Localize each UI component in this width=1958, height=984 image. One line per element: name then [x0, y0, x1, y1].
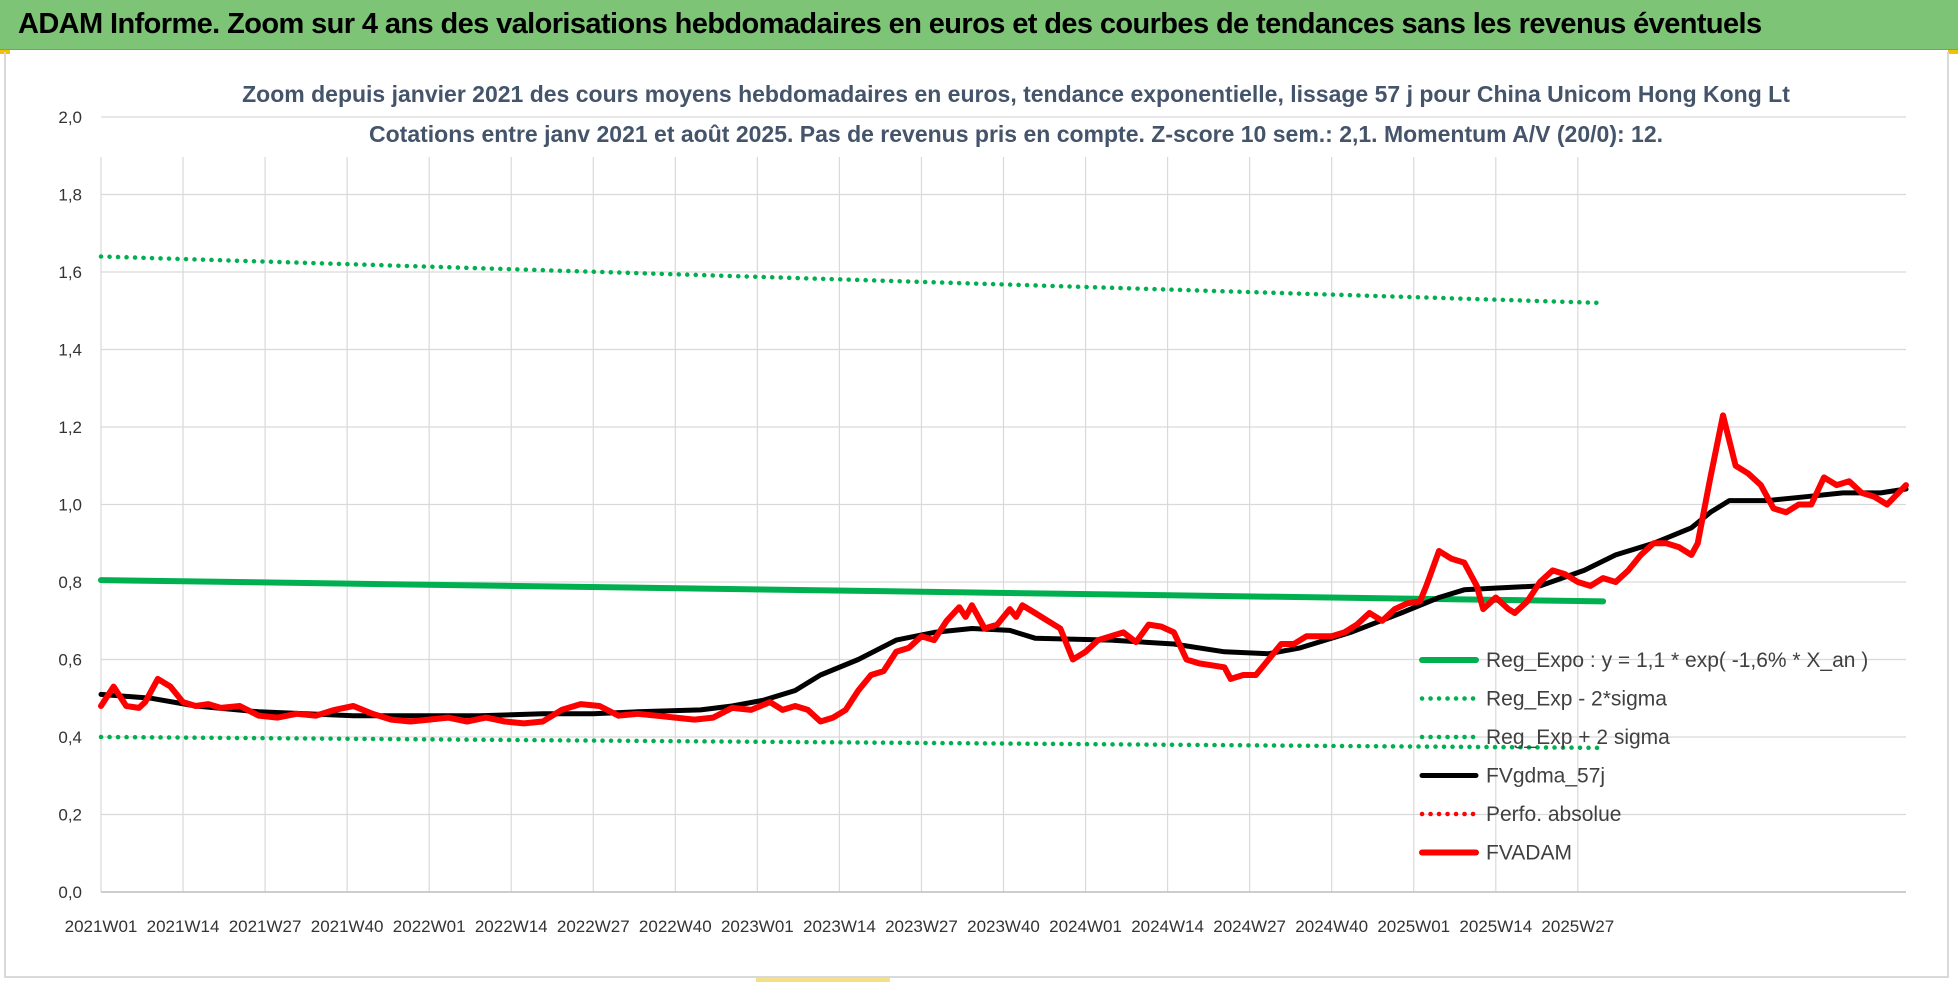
x-tick-label: 2024W27 [1213, 917, 1286, 936]
legend-label-3: FVgdma_57j [1486, 765, 1605, 788]
x-tick-label: 2023W27 [885, 917, 958, 936]
x-tick-label: 2022W27 [557, 917, 630, 936]
x-tick-label: 2025W14 [1459, 917, 1532, 936]
chart-title-line2: Cotations entre janv 2021 et août 2025. … [369, 121, 1663, 147]
y-tick-label: 0,6 [58, 651, 82, 670]
y-tick-label: 1,0 [58, 496, 82, 515]
x-tick-label: 2023W14 [803, 917, 876, 936]
series-line-5 [98, 412, 1909, 727]
grid [100, 116, 1906, 893]
x-tick-label: 2025W01 [1377, 917, 1450, 936]
x-tick-label: 2023W40 [967, 917, 1040, 936]
series-line-0 [98, 577, 1607, 605]
chart-title-line1: Zoom depuis janvier 2021 des cours moyen… [242, 81, 1790, 107]
x-tick-label: 2024W40 [1295, 917, 1368, 936]
x-tick-label: 2021W27 [229, 917, 302, 936]
chart-frame [4, 52, 1949, 978]
legend-label-0: Reg_Expo : y = 1,1 * exp( -1,6% * X_an ) [1486, 649, 1868, 672]
x-tick-label: 2025W27 [1541, 917, 1614, 936]
legend-label-2: Reg_Exp + 2 sigma [1486, 726, 1670, 749]
legend-label-1: Reg_Exp - 2*sigma [1486, 688, 1667, 711]
x-tick-label: 2021W14 [147, 917, 220, 936]
x-tick-label: 2022W14 [475, 917, 548, 936]
series-line-1 [98, 734, 1606, 751]
y-tick-label: 1,4 [58, 341, 82, 360]
y-tick-label: 1,8 [58, 186, 82, 205]
y-tick-label: 2,0 [58, 108, 82, 127]
banner-title: ADAM Informe. Zoom sur 4 ans des valoris… [18, 8, 1762, 40]
x-tick-label: 2023W01 [721, 917, 794, 936]
y-tick-label: 0,0 [58, 883, 82, 902]
y-tick-label: 0,2 [58, 806, 82, 825]
x-tick-label: 2022W40 [639, 917, 712, 936]
legend: Reg_Expo : y = 1,1 * exp( -1,6% * X_an )… [1419, 649, 1868, 865]
bottom-handle [756, 978, 890, 982]
series-line-3 [98, 486, 1909, 719]
x-tick-label: 2021W40 [311, 917, 384, 936]
corner-mark-right [1948, 50, 1958, 54]
x-tick-label: 2021W01 [65, 917, 138, 936]
legend-label-4: Perfo. absolue [1486, 803, 1621, 826]
legend-label-5: FVADAM [1486, 842, 1572, 865]
y-tick-label: 0,8 [58, 573, 82, 592]
y-tick-label: 1,2 [58, 418, 82, 437]
axes: 0,0 0,2 0,4 0,6 0,8 1,0 1,2 1,4 1,6 1,8 2,0 2021W01… [58, 108, 1906, 936]
x-tick-label: 2024W01 [1049, 917, 1122, 936]
x-tick-label: 2022W01 [393, 917, 466, 936]
y-tick-label: 0,4 [58, 728, 82, 747]
series-group [98, 254, 1909, 751]
y-tick-label: 1,6 [58, 263, 82, 282]
series-line-2 [98, 254, 1606, 306]
title-banner: ADAM Informe. Zoom sur 4 ans des valoris… [0, 0, 1958, 50]
x-tick-label: 2024W14 [1131, 917, 1204, 936]
